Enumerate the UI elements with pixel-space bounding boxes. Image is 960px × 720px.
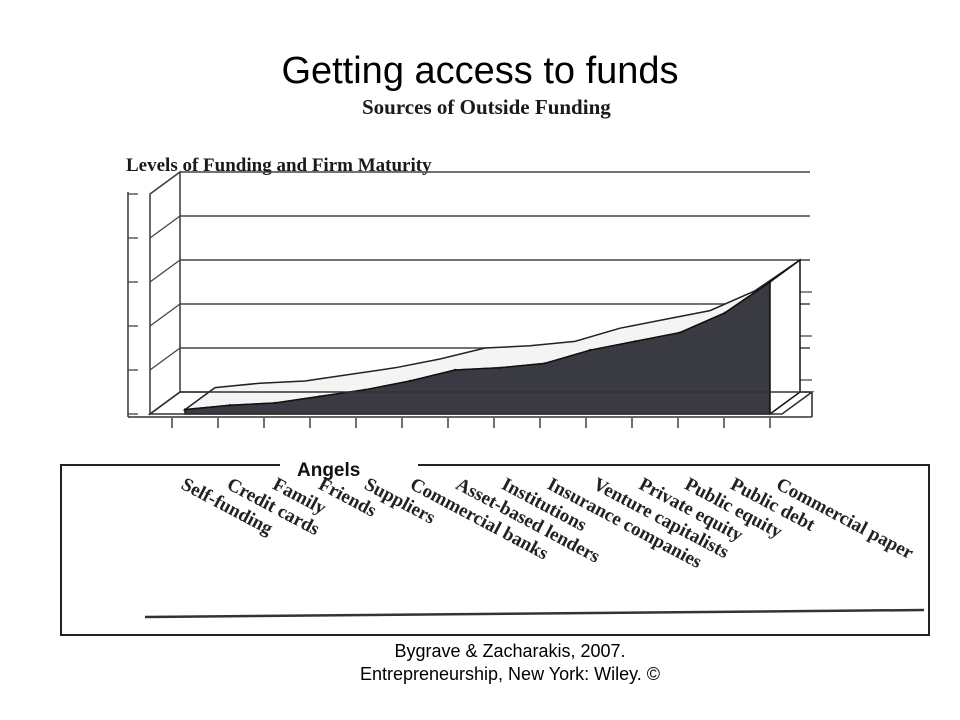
- slide-title: Getting access to funds: [281, 50, 679, 92]
- area-series: [182, 258, 801, 416]
- data-point-0: [183, 408, 187, 411]
- figure-title: Sources of Outside Funding: [362, 95, 611, 119]
- data-point-1: [228, 404, 232, 407]
- data-point-9: [588, 349, 592, 352]
- gridline-side: [149, 347, 181, 371]
- data-point-6: [453, 368, 457, 372]
- left-wall: [149, 170, 181, 416]
- angels-callout: Angels: [297, 460, 360, 481]
- data-point-7: [498, 366, 502, 369]
- data-point-8: [543, 362, 547, 365]
- gridline-side: [149, 171, 181, 195]
- gridline-side: [149, 215, 181, 239]
- data-point-13: [768, 280, 772, 284]
- category-label-box: Angels: [60, 455, 930, 636]
- chart-subtitle: Levels of Funding and Firm Maturity: [126, 155, 432, 176]
- citation: Bygrave & Zacharakis, 2007. Entrepreneur…: [359, 641, 661, 684]
- chart-floor: [128, 391, 815, 418]
- angels-callout-bg: [280, 455, 418, 477]
- x-axis-ticks: [171, 418, 771, 428]
- data-point-2: [273, 401, 277, 405]
- data-point-10: [633, 340, 637, 343]
- data-point-11: [678, 331, 682, 334]
- data-point-3: [318, 395, 322, 398]
- gridline-side: [149, 303, 181, 327]
- chart-frame: [127, 170, 181, 417]
- area-end-face: [769, 258, 801, 416]
- data-point-5: [408, 379, 412, 383]
- data-point-12: [723, 311, 727, 314]
- label-box-border: [60, 464, 930, 636]
- gridline-side: [149, 259, 181, 283]
- label-box-baseline: [144, 608, 925, 619]
- data-point-4: [363, 388, 367, 391]
